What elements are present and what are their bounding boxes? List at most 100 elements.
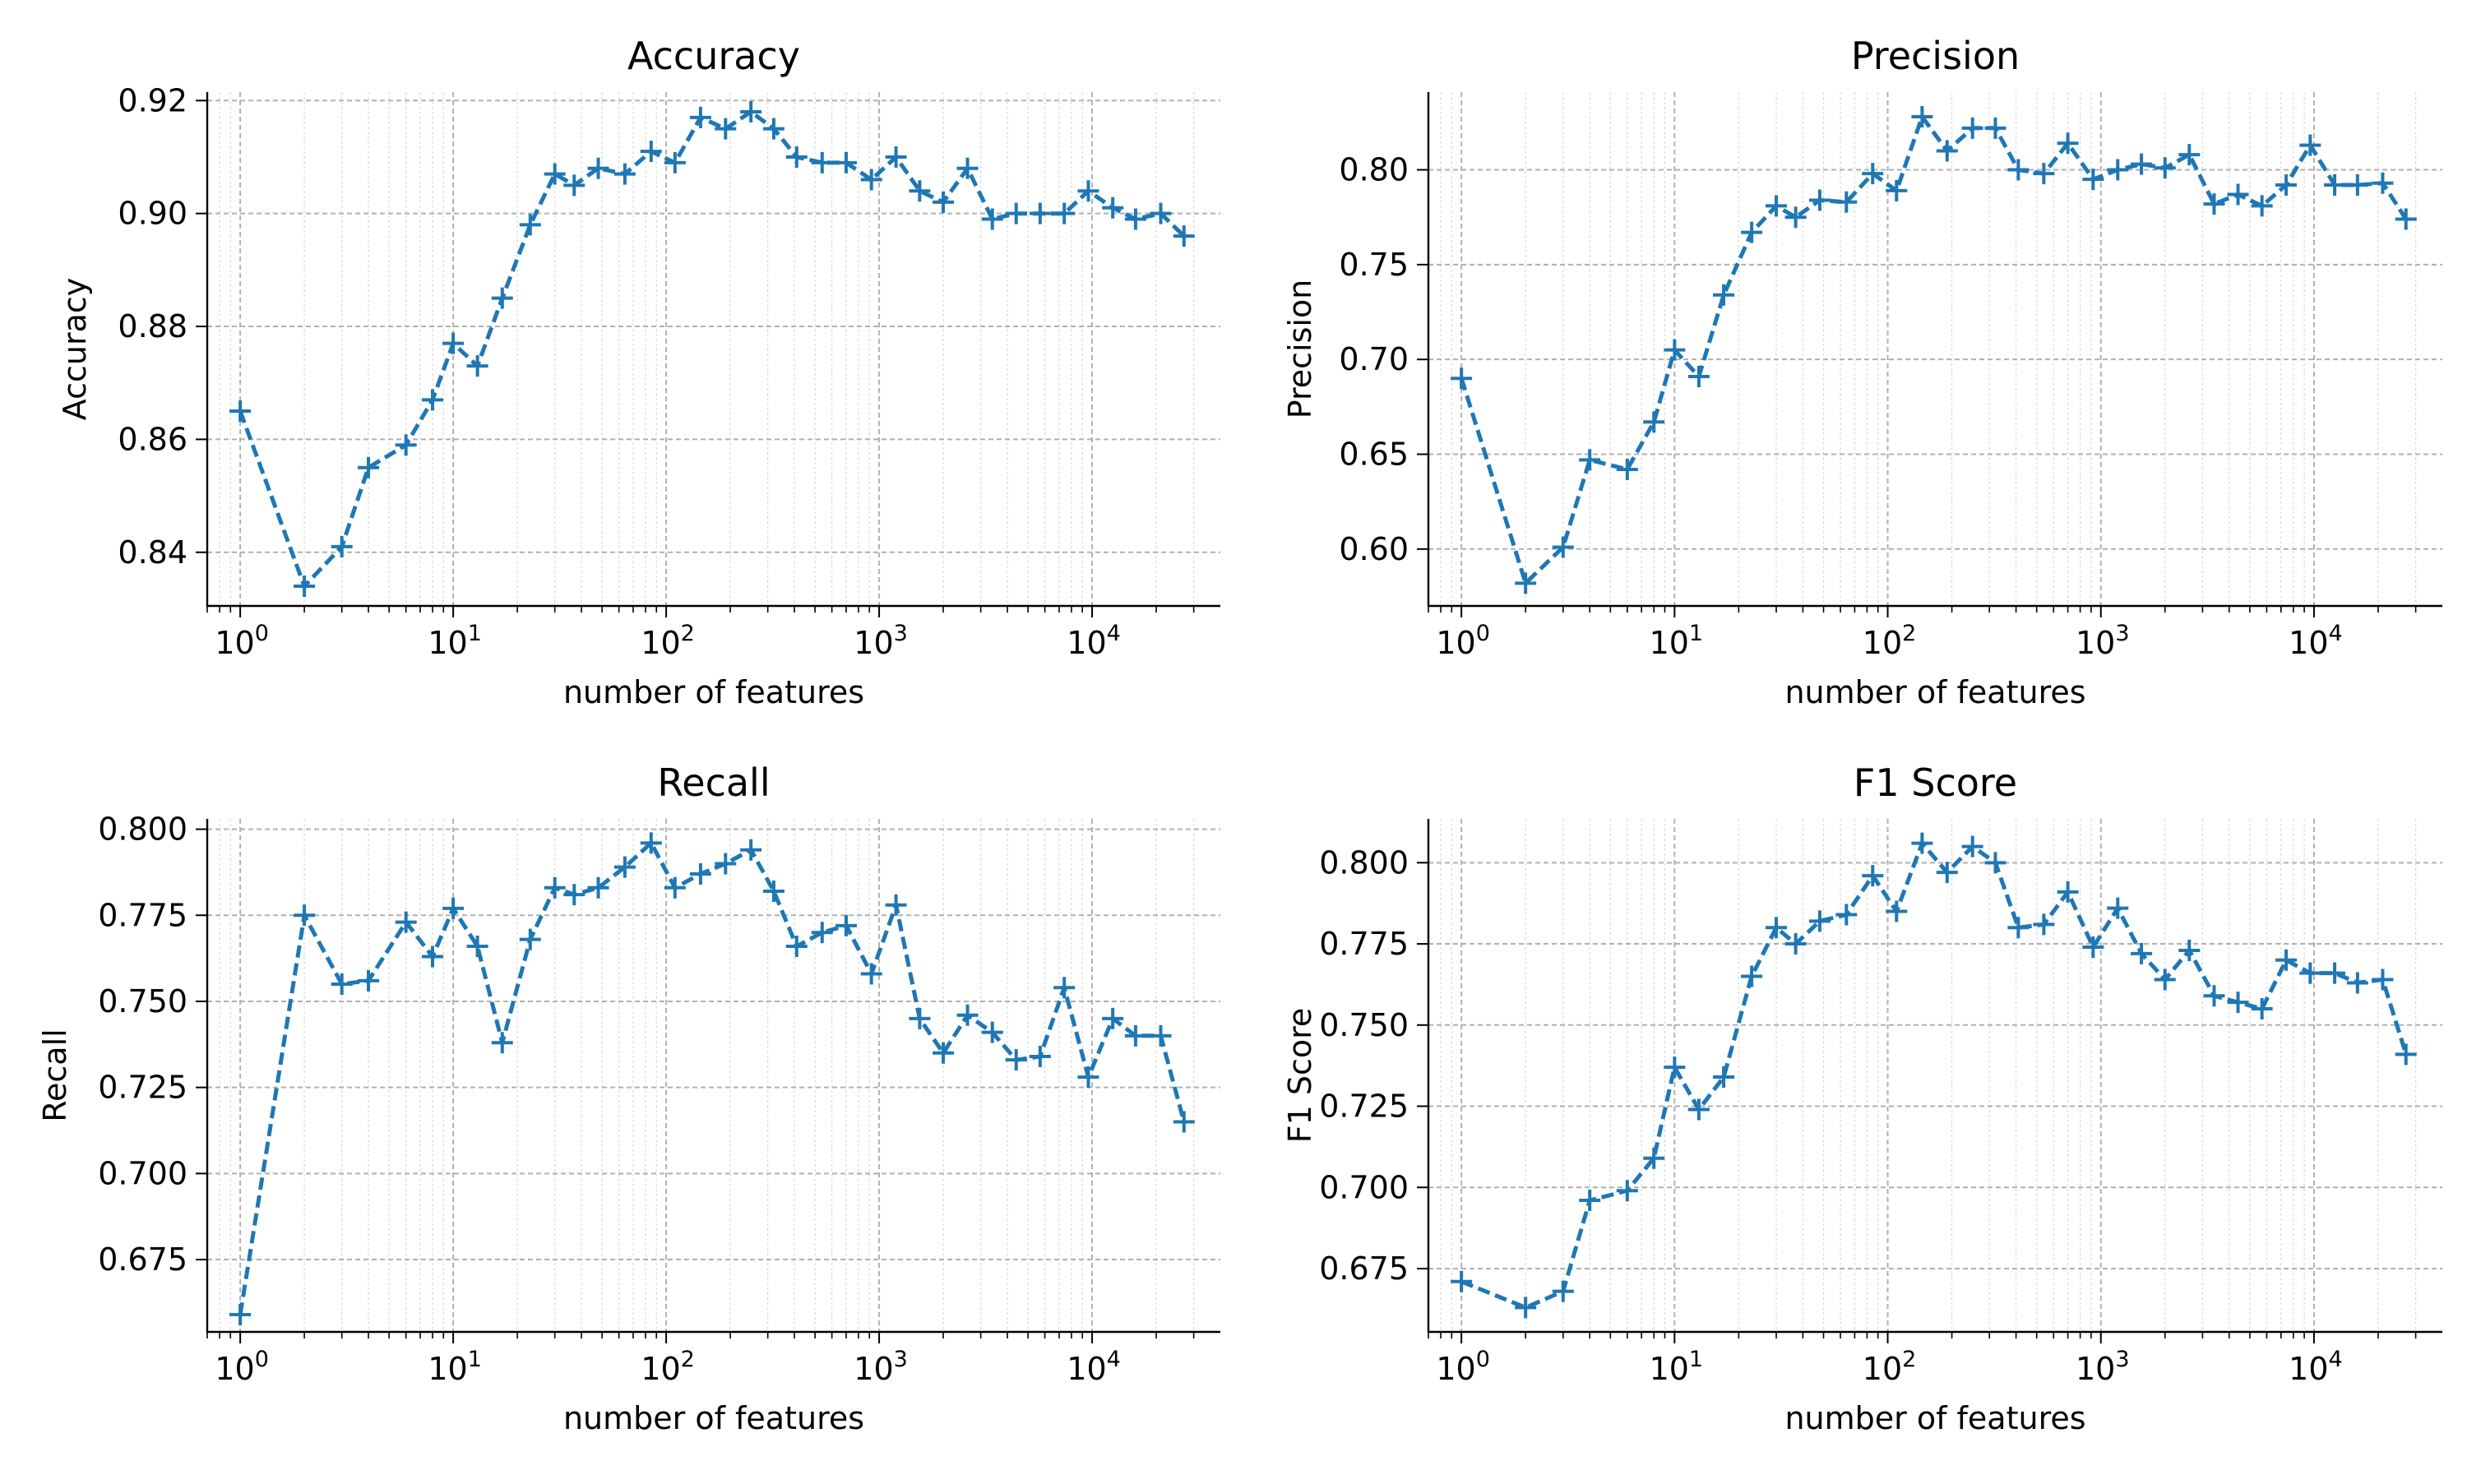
data-point bbox=[442, 332, 465, 354]
data-point bbox=[1102, 1007, 1124, 1029]
data-point bbox=[2275, 949, 2298, 971]
y-tick-label: 0.675 bbox=[1319, 1251, 1409, 1287]
y-tick-label: 0.80 bbox=[1339, 152, 1409, 188]
y-tick-label: 0.90 bbox=[118, 196, 187, 232]
data-point bbox=[860, 169, 882, 191]
data-point bbox=[466, 935, 488, 957]
chart-panel-precision: 100 101 102 103 104 0.60 0.65 0.70 0.75 0.80 Preci… bbox=[1282, 34, 2442, 710]
data-point bbox=[640, 832, 662, 854]
y-tick-label: 0.84 bbox=[118, 534, 187, 571]
series-line bbox=[238, 109, 1186, 589]
x-tick-label: 104 bbox=[1067, 621, 1121, 661]
data-point bbox=[1664, 1056, 1686, 1079]
data-point bbox=[811, 151, 833, 173]
data-point bbox=[909, 1007, 931, 1029]
data-point bbox=[2131, 153, 2153, 175]
y-axis-label: F1 Score bbox=[1282, 1008, 1318, 1144]
data-point bbox=[1687, 1098, 1710, 1121]
y-axis-label: Recall bbox=[37, 1029, 73, 1121]
x-tick-label: 104 bbox=[2289, 1347, 2343, 1387]
chart-title: F1 Score bbox=[1854, 760, 2017, 805]
data-point bbox=[1616, 458, 1638, 480]
data-point bbox=[2033, 913, 2055, 936]
data-point bbox=[981, 208, 1003, 230]
series-markers bbox=[1451, 832, 2417, 1319]
data-point bbox=[1741, 221, 1763, 243]
data-point bbox=[1053, 977, 1076, 999]
y-tick-label: 0.775 bbox=[98, 897, 187, 933]
data-point bbox=[2299, 134, 2321, 156]
data-point bbox=[442, 897, 465, 919]
data-point bbox=[1713, 1066, 1735, 1088]
data-point bbox=[664, 151, 686, 173]
y-tick-label: 0.75 bbox=[1339, 247, 1409, 283]
x-tick-label: 100 bbox=[215, 1347, 269, 1387]
data-point bbox=[613, 163, 636, 185]
x-axis-label: number of features bbox=[1784, 674, 2085, 710]
data-point bbox=[1886, 900, 1908, 922]
data-point bbox=[785, 146, 808, 168]
data-point bbox=[2227, 992, 2249, 1014]
data-point bbox=[885, 146, 907, 168]
data-point bbox=[2178, 144, 2201, 166]
data-point bbox=[2372, 969, 2394, 991]
data-point bbox=[2346, 174, 2368, 196]
data-point bbox=[1173, 225, 1195, 247]
data-point bbox=[1961, 835, 1983, 858]
data-point bbox=[689, 863, 711, 885]
data-point bbox=[1664, 339, 1686, 361]
x-tick-label: 103 bbox=[2076, 621, 2130, 661]
data-point bbox=[2324, 174, 2346, 196]
x-tick-label: 101 bbox=[1650, 621, 1704, 661]
y-tick-label: 0.775 bbox=[1319, 926, 1409, 962]
data-point bbox=[1936, 862, 1958, 884]
data-point bbox=[2395, 208, 2417, 230]
data-point bbox=[2299, 962, 2321, 984]
data-point bbox=[1005, 202, 1027, 224]
x-tick-label: 104 bbox=[2289, 621, 2343, 661]
data-point bbox=[1077, 180, 1099, 202]
data-point bbox=[2057, 881, 2079, 903]
data-point bbox=[491, 1032, 513, 1054]
series-line bbox=[1459, 114, 2408, 585]
data-point bbox=[1579, 449, 1601, 471]
grid bbox=[1428, 819, 2442, 1332]
data-point bbox=[1687, 365, 1710, 387]
x-tick-label: 103 bbox=[2076, 1347, 2130, 1387]
data-point bbox=[1784, 933, 1807, 955]
data-point bbox=[587, 876, 609, 899]
data-point bbox=[1579, 1190, 1601, 1212]
y-tick-label: 0.70 bbox=[1339, 341, 1409, 377]
x-tick-label: 103 bbox=[854, 621, 908, 661]
x-tick-label: 103 bbox=[854, 1347, 908, 1387]
data-point bbox=[1886, 179, 1908, 201]
y-tick-label: 0.750 bbox=[98, 983, 187, 1019]
y-axis-label: Precision bbox=[1282, 280, 1318, 419]
data-point bbox=[2346, 972, 2368, 994]
y-axis-label: Accuracy bbox=[57, 278, 93, 421]
data-point bbox=[2203, 193, 2225, 215]
data-point bbox=[519, 928, 541, 950]
data-point bbox=[1961, 117, 1983, 139]
x-tick-label: 100 bbox=[1436, 621, 1490, 661]
y-tick-label: 0.700 bbox=[98, 1155, 187, 1191]
data-point bbox=[1936, 140, 1958, 162]
data-point bbox=[395, 911, 417, 933]
chart-title: Recall bbox=[657, 760, 770, 805]
data-point bbox=[2033, 163, 2055, 185]
y-tick-label: 0.800 bbox=[98, 811, 187, 848]
data-point bbox=[664, 876, 686, 899]
data-point bbox=[1616, 1180, 1638, 1202]
data-point bbox=[1835, 904, 1858, 926]
x-tick-label: 102 bbox=[641, 621, 695, 661]
data-point bbox=[1713, 284, 1735, 306]
data-point bbox=[740, 101, 762, 123]
x-tick-label: 100 bbox=[215, 621, 269, 661]
data-point bbox=[2395, 1043, 2417, 1066]
y-tick-label: 0.700 bbox=[1319, 1169, 1409, 1205]
data-point bbox=[1515, 572, 1537, 594]
series-markers bbox=[229, 832, 1195, 1326]
data-point bbox=[544, 163, 566, 185]
data-point bbox=[1552, 536, 1574, 558]
